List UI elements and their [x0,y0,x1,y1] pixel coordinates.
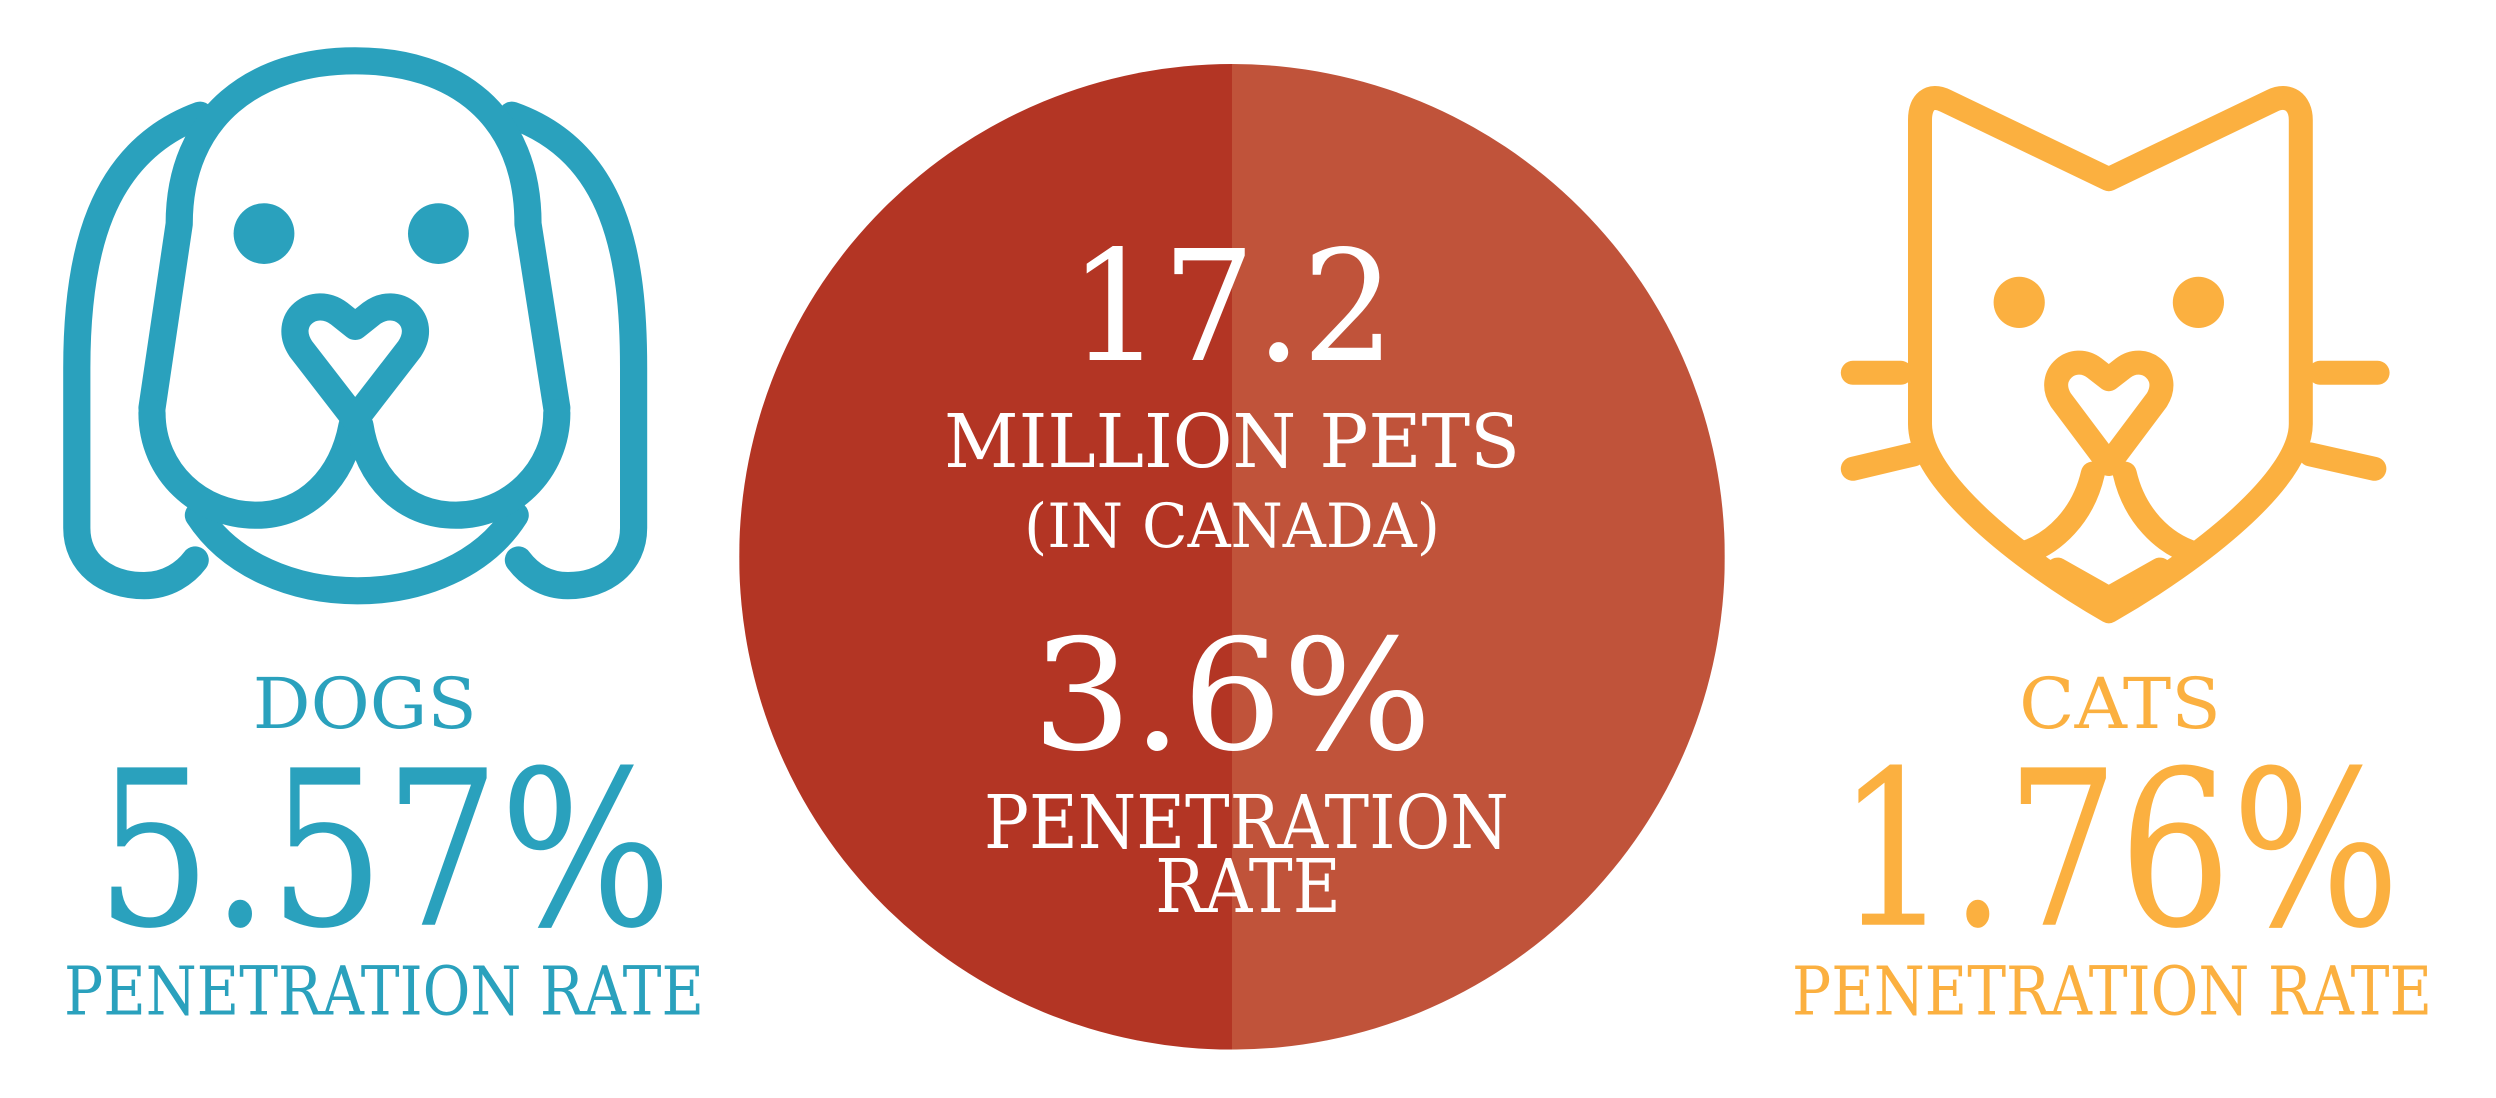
cats-rate: 1.76% [1837,725,2400,976]
cats-label: CATS [2019,663,2221,745]
cats-caption: PENETRATION RATE [1792,952,2432,1030]
total-rate: 3.6% [1032,607,1432,786]
dog-icon [63,47,648,605]
total-unit: MILLION PETS [944,400,1520,485]
total-caption: RATE [1155,845,1341,930]
total-region: (IN CANADA) [1024,492,1440,562]
cat-icon [1840,86,2390,624]
dogs-rate: 5.57% [96,725,672,976]
total-caption: PENETRATION [984,781,1509,866]
total-count: 17.2 [1069,218,1395,397]
dogs-caption: PENETRATION RATE [64,952,704,1030]
dogs-label: DOGS [253,663,477,745]
